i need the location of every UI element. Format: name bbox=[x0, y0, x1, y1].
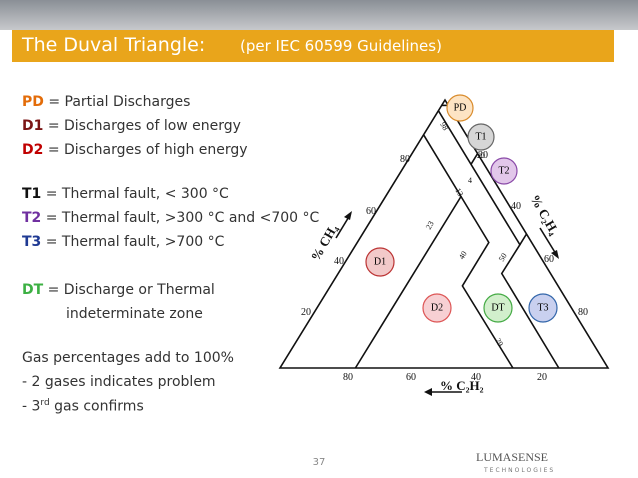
arrowhead bbox=[344, 211, 352, 220]
code: DT bbox=[22, 282, 44, 298]
zone bbox=[528, 293, 558, 323]
desc: = Discharges of low energy bbox=[43, 118, 241, 134]
left-tick: 20 bbox=[301, 307, 311, 318]
code: T2 bbox=[22, 210, 42, 226]
note: - 3rd gas confirms bbox=[22, 398, 144, 415]
axis-label: % C₂H₂ bbox=[440, 378, 484, 393]
code: PD bbox=[22, 94, 44, 110]
zone-label: D2 bbox=[431, 302, 443, 313]
boundary-labels: 98 20 4 13 23 40 50 29 bbox=[424, 121, 509, 348]
note: - 2 gases indicates problem bbox=[22, 374, 216, 390]
left-tick: 40 bbox=[334, 256, 344, 267]
code: T1 bbox=[22, 186, 42, 202]
code: D1 bbox=[22, 118, 44, 134]
legend-item: D1 = Discharges of low energy bbox=[22, 118, 241, 134]
desc: = Discharge or Thermal bbox=[43, 282, 215, 298]
legend-item: T2 = Thermal fault, >300 °C and <700 °C bbox=[22, 210, 319, 226]
zone-label: PD bbox=[454, 102, 467, 113]
desc: = Thermal fault, >300 °C and <700 °C bbox=[41, 210, 320, 226]
zones: PD T1 T2 D1 D2 DT T3 bbox=[365, 94, 558, 323]
page-number: 37 bbox=[313, 457, 326, 468]
legend-item: PD = Partial Discharges bbox=[22, 94, 190, 110]
arrowhead bbox=[424, 388, 432, 396]
zone-label: T3 bbox=[537, 302, 548, 313]
logo: LUMASENSE bbox=[476, 450, 548, 464]
zone bbox=[365, 247, 395, 277]
desc: = Partial Discharges bbox=[43, 94, 191, 110]
left-tick: 60 bbox=[366, 206, 376, 217]
desc: = Discharges of high energy bbox=[43, 142, 248, 158]
boundary bbox=[437, 110, 560, 369]
boundary bbox=[470, 153, 479, 165]
zone bbox=[446, 94, 474, 122]
left-tick: 80 bbox=[400, 154, 410, 165]
ticks: 80 60 40 20 20 40 60 80 80 60 40 20 bbox=[301, 150, 588, 383]
zone bbox=[422, 293, 452, 323]
boundary-label: 13 bbox=[453, 187, 465, 198]
zone bbox=[490, 157, 518, 185]
boundary-label: 23 bbox=[424, 220, 436, 231]
legend-continuation: indeterminate zone bbox=[66, 306, 203, 322]
desc: = Thermal fault, < 300 °C bbox=[41, 186, 229, 202]
note-sup: rd bbox=[40, 398, 50, 408]
boundary bbox=[519, 233, 528, 246]
right-tick: 20 bbox=[478, 150, 488, 161]
legend-item: DT = Discharge or Thermal bbox=[22, 282, 215, 298]
title-bar: The Duval Triangle: (per IEC 60599 Guide… bbox=[12, 30, 614, 62]
legend-item: T1 = Thermal fault, < 300 °C bbox=[22, 186, 229, 202]
subtitle: (per IEC 60599 Guidelines) bbox=[240, 37, 442, 55]
zone bbox=[483, 293, 513, 323]
zone-label: D1 bbox=[374, 256, 386, 267]
note: Gas percentages add to 100% bbox=[22, 350, 234, 366]
zone-label: T1 bbox=[475, 131, 486, 142]
legend-item: T3 = Thermal fault, >700 °C bbox=[22, 234, 224, 250]
boundary-label: 40 bbox=[457, 250, 469, 261]
right-tick: 40 bbox=[511, 201, 521, 212]
zone-label: T2 bbox=[498, 165, 509, 176]
bottom-tick: 20 bbox=[537, 372, 547, 383]
boundary-label: 98 bbox=[438, 121, 450, 132]
zone bbox=[467, 123, 495, 151]
desc: = Thermal fault, >700 °C bbox=[41, 234, 225, 250]
zone-label: DT bbox=[491, 302, 504, 313]
code: T3 bbox=[22, 234, 42, 250]
bottom-tick: 40 bbox=[471, 372, 481, 383]
note-prefix: - 3 bbox=[22, 398, 41, 415]
boundaries bbox=[278, 98, 610, 393]
code: D2 bbox=[22, 142, 44, 158]
boundary-label: 29 bbox=[493, 337, 505, 348]
logo-sub: TECHNOLOGIES bbox=[483, 467, 555, 474]
boundary bbox=[460, 196, 514, 369]
note-suffix: gas confirms bbox=[49, 398, 144, 415]
bottom-tick: 80 bbox=[343, 372, 353, 383]
bottom-tick: 60 bbox=[406, 372, 416, 383]
arrowhead bbox=[551, 250, 559, 259]
arrowheads bbox=[344, 211, 559, 396]
title: The Duval Triangle: bbox=[22, 34, 206, 56]
boundary-label: 20 bbox=[477, 151, 485, 160]
axis-label: % C₂H₄ bbox=[527, 192, 562, 237]
legend-item: D2 = Discharges of high energy bbox=[22, 142, 248, 158]
boundary-label: 50 bbox=[497, 252, 509, 263]
right-tick: 60 bbox=[544, 254, 554, 265]
boundary-label: 4 bbox=[468, 176, 472, 185]
arrow bbox=[539, 227, 557, 255]
right-tick: 80 bbox=[578, 307, 588, 318]
banner-photo bbox=[0, 0, 638, 30]
